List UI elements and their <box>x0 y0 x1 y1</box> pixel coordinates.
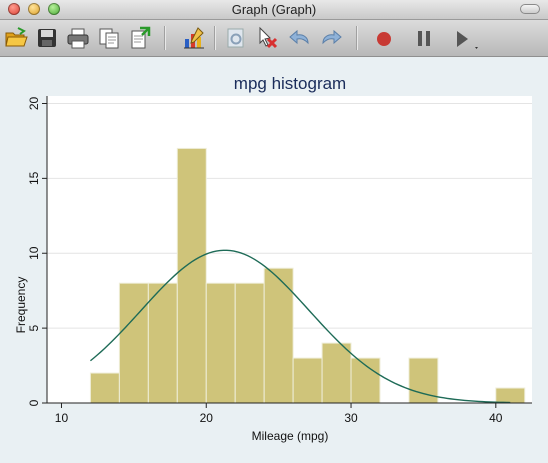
save-icon[interactable] <box>35 26 59 50</box>
toolbar-separator <box>164 26 165 50</box>
histogram-chart: 0 5 10 15 20 10 20 30 40 mpg histogram Mileage (… <box>0 57 548 458</box>
minimize-window-button[interactable] <box>28 3 40 15</box>
chart-title: mpg histogram <box>234 74 346 93</box>
normal-density-curve <box>89 249 511 404</box>
histogram-bar <box>292 357 323 404</box>
histogram-bar <box>118 282 149 404</box>
y-tick-label: 0 <box>27 399 41 406</box>
toolbar-separator <box>356 26 357 50</box>
histogram-bar <box>176 147 207 404</box>
x-tick-label: 40 <box>489 411 503 425</box>
object-browser-icon[interactable] <box>224 26 248 50</box>
y-axis-label: Frequency <box>14 277 28 334</box>
histogram-bar <box>495 387 526 404</box>
record-icon[interactable] <box>372 26 396 50</box>
redo-icon[interactable] <box>319 26 343 50</box>
x-tick-label: 30 <box>344 411 358 425</box>
print-icon[interactable] <box>66 26 90 50</box>
x-tick-label: 20 <box>200 411 214 425</box>
copy-icon[interactable] <box>97 26 121 50</box>
histogram-bar <box>205 282 236 404</box>
x-axis-label: Mileage (mpg) <box>252 429 329 443</box>
toolbar-toggle-button[interactable] <box>520 4 540 14</box>
histogram-bar <box>321 342 352 404</box>
histogram-bar <box>147 282 178 404</box>
toolbar-separator <box>214 26 215 50</box>
open-icon[interactable] <box>4 26 28 50</box>
close-window-button[interactable] <box>8 3 20 15</box>
histogram-bar <box>89 372 120 404</box>
graph-editor-icon[interactable] <box>182 26 206 50</box>
graph-area: 0 5 10 15 20 10 20 30 40 mpg histogram Mileage (… <box>0 57 548 458</box>
y-tick-label: 5 <box>27 324 41 331</box>
export-icon[interactable] <box>128 26 152 50</box>
undo-icon[interactable] <box>288 26 312 50</box>
toolbar <box>0 20 548 57</box>
pointer-delete-icon[interactable] <box>255 26 279 50</box>
x-tick-label: 10 <box>55 411 69 425</box>
y-tick-label: 20 <box>27 96 41 110</box>
zoom-window-button[interactable] <box>48 3 60 15</box>
y-tick-label: 10 <box>27 246 41 260</box>
title-bar[interactable]: Graph (Graph) <box>0 0 548 20</box>
play-icon[interactable] <box>452 26 482 50</box>
window-title: Graph (Graph) <box>231 2 317 17</box>
pause-icon[interactable] <box>412 26 436 50</box>
histogram-bar <box>234 282 265 404</box>
y-tick-label: 15 <box>27 171 41 185</box>
